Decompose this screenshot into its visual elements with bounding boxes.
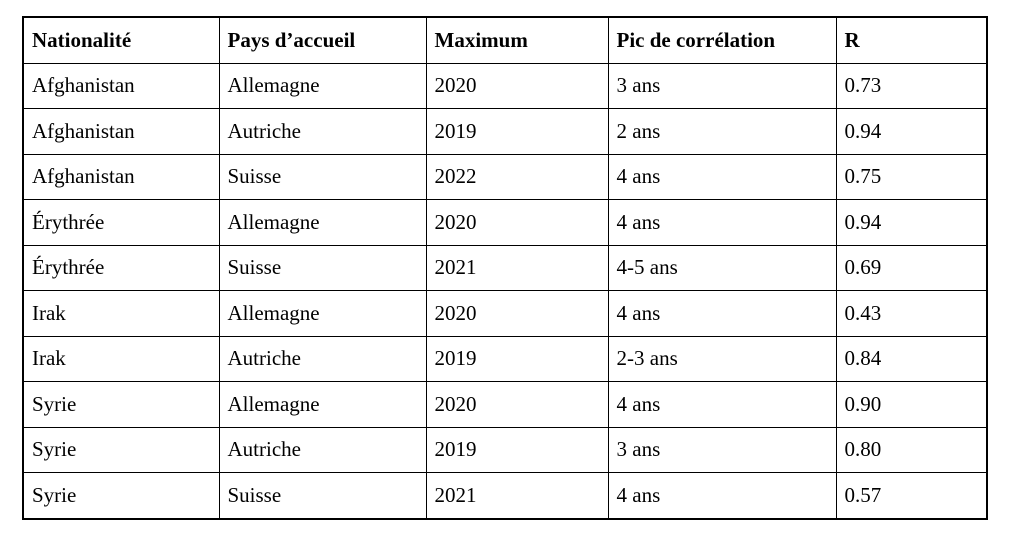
table-row: Érythrée Allemagne 2020 4 ans 0.94 — [22, 199, 988, 246]
cell-maximum: 2022 — [425, 153, 609, 200]
cell-host-country: Allemagne — [218, 199, 427, 246]
cell-nationality: Afghanistan — [22, 153, 220, 200]
cell-host-country: Suisse — [218, 244, 427, 291]
cell-correlation-peak: 4 ans — [607, 290, 837, 337]
cell-host-country: Suisse — [218, 472, 427, 519]
cell-r: 0.94 — [835, 199, 988, 246]
table-row: Syrie Suisse 2021 4 ans 0.57 — [22, 472, 988, 519]
cell-r: 0.94 — [835, 108, 988, 155]
cell-correlation-peak: 4-5 ans — [607, 244, 837, 291]
cell-maximum: 2020 — [425, 381, 609, 428]
cell-r: 0.75 — [835, 153, 988, 200]
cell-maximum: 2019 — [425, 108, 609, 155]
correlation-table-container: Nationalité Pays d’accueil Maximum Pic d… — [22, 16, 988, 520]
cell-nationality: Irak — [22, 290, 220, 337]
table-row: Érythrée Suisse 2021 4-5 ans 0.69 — [22, 244, 988, 291]
table-row: Syrie Allemagne 2020 4 ans 0.90 — [22, 381, 988, 428]
header-row: Nationalité Pays d’accueil Maximum Pic d… — [22, 16, 988, 64]
cell-correlation-peak: 4 ans — [607, 199, 837, 246]
table-row: Syrie Autriche 2019 3 ans 0.80 — [22, 426, 988, 473]
cell-r: 0.57 — [835, 472, 988, 519]
cell-correlation-peak: 4 ans — [607, 153, 837, 200]
cell-r: 0.80 — [835, 426, 988, 473]
cell-maximum: 2021 — [425, 472, 609, 519]
cell-maximum: 2020 — [425, 62, 609, 109]
cell-nationality: Syrie — [22, 472, 220, 519]
column-header-host-country: Pays d’accueil — [218, 16, 427, 64]
table-row: Afghanistan Suisse 2022 4 ans 0.75 — [22, 153, 988, 200]
cell-correlation-peak: 2-3 ans — [607, 335, 837, 382]
table-row: Afghanistan Autriche 2019 2 ans 0.94 — [22, 108, 988, 155]
cell-correlation-peak: 2 ans — [607, 108, 837, 155]
cell-r: 0.90 — [835, 381, 988, 428]
correlation-table: Nationalité Pays d’accueil Maximum Pic d… — [22, 16, 988, 520]
cell-maximum: 2019 — [425, 426, 609, 473]
cell-maximum: 2021 — [425, 244, 609, 291]
table-row: Irak Autriche 2019 2-3 ans 0.84 — [22, 335, 988, 382]
cell-host-country: Autriche — [218, 335, 427, 382]
column-header-nationality: Nationalité — [22, 16, 220, 64]
column-header-correlation-peak: Pic de corrélation — [607, 16, 837, 64]
cell-maximum: 2020 — [425, 199, 609, 246]
cell-correlation-peak: 3 ans — [607, 62, 837, 109]
cell-maximum: 2019 — [425, 335, 609, 382]
table-row: Afghanistan Allemagne 2020 3 ans 0.73 — [22, 62, 988, 109]
cell-correlation-peak: 4 ans — [607, 472, 837, 519]
column-header-maximum: Maximum — [425, 16, 609, 64]
cell-nationality: Syrie — [22, 381, 220, 428]
column-header-r: R — [835, 16, 988, 64]
cell-host-country: Autriche — [218, 426, 427, 473]
cell-r: 0.73 — [835, 62, 988, 109]
cell-nationality: Syrie — [22, 426, 220, 473]
cell-nationality: Irak — [22, 335, 220, 382]
table-row: Irak Allemagne 2020 4 ans 0.43 — [22, 290, 988, 337]
cell-maximum: 2020 — [425, 290, 609, 337]
cell-nationality: Érythrée — [22, 244, 220, 291]
cell-r: 0.84 — [835, 335, 988, 382]
cell-host-country: Autriche — [218, 108, 427, 155]
cell-nationality: Afghanistan — [22, 62, 220, 109]
cell-host-country: Suisse — [218, 153, 427, 200]
cell-host-country: Allemagne — [218, 62, 427, 109]
cell-r: 0.43 — [835, 290, 988, 337]
cell-host-country: Allemagne — [218, 381, 427, 428]
cell-correlation-peak: 3 ans — [607, 426, 837, 473]
cell-correlation-peak: 4 ans — [607, 381, 837, 428]
cell-nationality: Érythrée — [22, 199, 220, 246]
cell-host-country: Allemagne — [218, 290, 427, 337]
cell-r: 0.69 — [835, 244, 988, 291]
cell-nationality: Afghanistan — [22, 108, 220, 155]
